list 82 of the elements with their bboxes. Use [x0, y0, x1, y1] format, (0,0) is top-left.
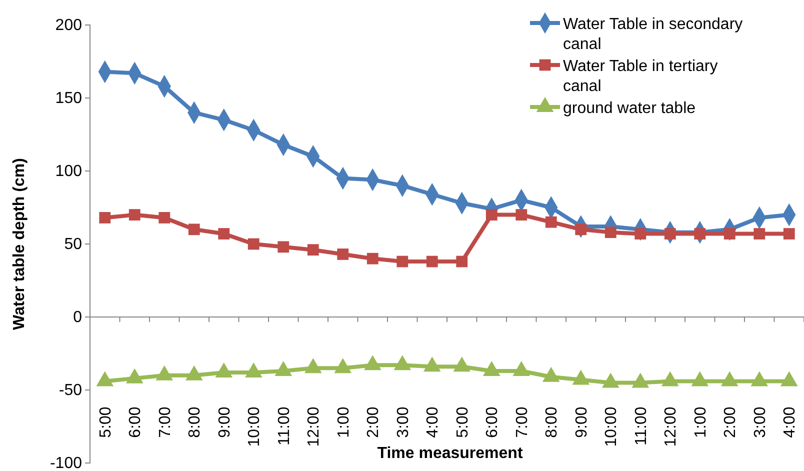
- point: [126, 368, 144, 384]
- point: [575, 224, 587, 236]
- y-tick-label: 0: [73, 309, 82, 326]
- point: [694, 228, 706, 240]
- point: [337, 248, 349, 260]
- y-tick-label: -100: [50, 455, 82, 471]
- x-tick-label: 11:00: [632, 406, 650, 446]
- point: [99, 212, 111, 224]
- point: [720, 371, 738, 386]
- point: [304, 358, 322, 374]
- point: [156, 365, 174, 380]
- point: [634, 228, 646, 240]
- point: [218, 228, 230, 240]
- point: [364, 355, 382, 370]
- point: [334, 358, 352, 374]
- y-tick-label: 50: [64, 236, 82, 254]
- point: [783, 228, 795, 240]
- point: [215, 362, 233, 378]
- x-tick-label: 8:00: [186, 406, 204, 438]
- point: [542, 366, 560, 382]
- point: [486, 209, 498, 220]
- point: [396, 256, 408, 268]
- x-tick-label: 12:00: [662, 406, 680, 447]
- point: [278, 241, 290, 253]
- x-tick-label: 2:00: [365, 406, 382, 438]
- x-tick-label: 4:00: [424, 406, 442, 438]
- x-tick-label: 10:00: [603, 406, 620, 447]
- x-tick-label: 1:00: [335, 406, 352, 438]
- point: [128, 209, 140, 220]
- x-tick-label: 6:00: [127, 406, 144, 438]
- point: [453, 356, 471, 372]
- x-tick-label: 1:00: [692, 406, 710, 438]
- point: [248, 238, 260, 250]
- point: [664, 228, 676, 240]
- point: [423, 356, 441, 372]
- legend-label: ground water table: [563, 100, 696, 117]
- x-tick-label: 2:00: [722, 406, 740, 438]
- y-axis-title: Water table depth (cm): [11, 158, 28, 330]
- x-tick-label: 3:00: [752, 406, 769, 438]
- point: [96, 371, 114, 386]
- point: [604, 226, 616, 238]
- point: [661, 371, 679, 386]
- x-tick-label: 5:00: [97, 406, 114, 438]
- x-tick-label: 9:00: [216, 406, 234, 438]
- legend-label: Water Table in secondary canal: [563, 16, 743, 53]
- point: [602, 372, 620, 388]
- point: [516, 209, 528, 220]
- y-tick-label: 150: [55, 90, 82, 108]
- x-tick-label: 12:00: [306, 406, 323, 447]
- x-tick-label: 11:00: [276, 406, 293, 446]
- x-tick-label: 7:00: [514, 406, 531, 438]
- x-tick-label: 10:00: [246, 406, 264, 447]
- point: [394, 355, 412, 370]
- x-tick-label: 8:00: [544, 406, 561, 438]
- x-axis-title: Time measurement: [377, 445, 524, 462]
- point: [158, 212, 170, 224]
- point: [307, 244, 319, 256]
- y-tick-label: -50: [58, 382, 82, 400]
- x-tick-label: 3:00: [394, 406, 412, 438]
- x-tick-label: 9:00: [573, 406, 590, 438]
- point: [482, 361, 500, 376]
- point: [780, 371, 798, 386]
- y-tick-label: 200: [55, 17, 82, 34]
- point: [572, 370, 590, 385]
- point: [750, 371, 768, 386]
- x-tick-label: 5:00: [454, 406, 472, 438]
- point: [274, 361, 292, 376]
- x-tick-label: 6:00: [484, 406, 502, 438]
- point: [754, 228, 766, 240]
- point: [691, 371, 709, 386]
- point: [426, 256, 438, 268]
- y-tick-label: 100: [55, 163, 82, 180]
- point: [545, 216, 557, 228]
- point: [456, 256, 468, 268]
- point: [512, 361, 530, 376]
- point: [366, 252, 378, 264]
- point: [244, 362, 262, 378]
- point: [185, 365, 203, 380]
- point: [632, 372, 650, 388]
- x-tick-label: 4:00: [782, 406, 799, 438]
- point: [188, 224, 200, 236]
- x-tick-label: 7:00: [156, 406, 174, 438]
